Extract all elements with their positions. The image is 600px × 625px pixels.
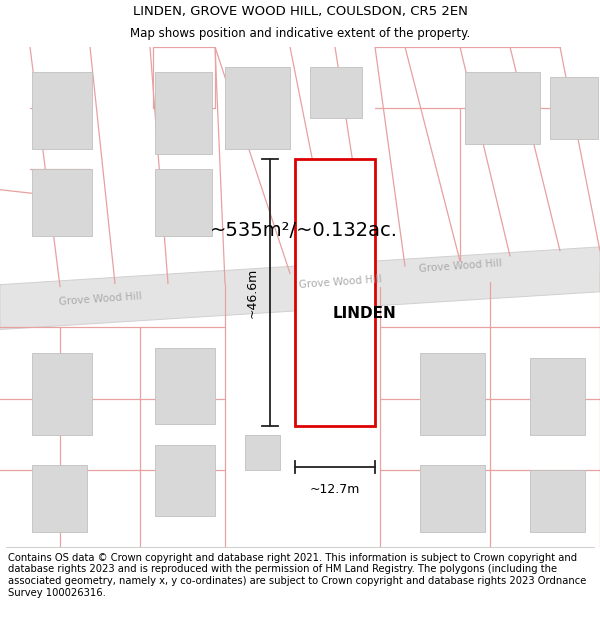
Text: ~12.7m: ~12.7m: [310, 483, 360, 496]
Text: Contains OS data © Crown copyright and database right 2021. This information is : Contains OS data © Crown copyright and d…: [8, 553, 586, 598]
Text: Grove Wood Hill: Grove Wood Hill: [418, 258, 502, 274]
Bar: [420, 465, 485, 532]
Bar: [155, 348, 215, 424]
Bar: [295, 159, 375, 426]
Bar: [550, 78, 598, 139]
Bar: [32, 169, 92, 236]
Bar: [465, 72, 540, 144]
Bar: [530, 358, 585, 434]
Text: Grove Wood Hill: Grove Wood Hill: [58, 291, 142, 307]
Bar: [32, 465, 87, 532]
Bar: [225, 68, 290, 149]
Text: ~535m²/~0.132ac.: ~535m²/~0.132ac.: [210, 221, 398, 240]
Bar: [32, 353, 92, 434]
Bar: [155, 445, 215, 516]
Polygon shape: [0, 247, 600, 329]
Bar: [530, 471, 585, 532]
Text: LINDEN, GROVE WOOD HILL, COULSDON, CR5 2EN: LINDEN, GROVE WOOD HILL, COULSDON, CR5 2…: [133, 6, 467, 19]
Bar: [310, 68, 362, 118]
Text: Map shows position and indicative extent of the property.: Map shows position and indicative extent…: [130, 28, 470, 41]
Bar: [32, 72, 92, 149]
Text: Grove Wood Hill: Grove Wood Hill: [298, 274, 382, 289]
Bar: [420, 353, 485, 434]
Text: LINDEN: LINDEN: [333, 306, 397, 321]
Bar: [155, 169, 212, 236]
Text: ~46.6m: ~46.6m: [245, 268, 259, 318]
Bar: [245, 434, 280, 471]
Bar: [155, 72, 212, 154]
